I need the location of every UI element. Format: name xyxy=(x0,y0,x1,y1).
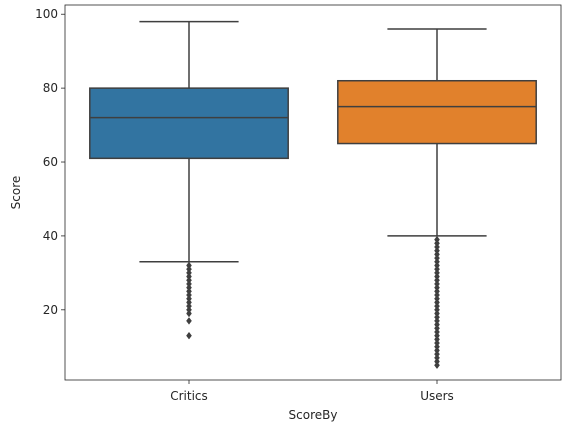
outlier-users xyxy=(434,361,440,370)
y-tick-label-20: 20 xyxy=(43,303,58,317)
outlier-critics xyxy=(186,331,192,340)
box-critics xyxy=(89,87,289,160)
x-tick-label-critics: Critics xyxy=(170,389,208,403)
y-tick-label-40: 40 xyxy=(43,229,58,243)
box-users xyxy=(337,79,537,145)
y-tick-label-100: 100 xyxy=(35,7,58,21)
plot-frame xyxy=(64,4,562,381)
y-tick-label-80: 80 xyxy=(43,81,58,95)
y-axis-title: Score xyxy=(9,176,23,210)
outlier-critics xyxy=(186,309,192,318)
y-tick-label-60: 60 xyxy=(43,155,58,169)
x-tick-label-users: Users xyxy=(420,389,454,403)
outlier-critics xyxy=(186,317,192,325)
x-axis-title: ScoreBy xyxy=(289,408,338,422)
plot-area: Critics Users 20 40 60 80 100 xyxy=(35,4,562,403)
